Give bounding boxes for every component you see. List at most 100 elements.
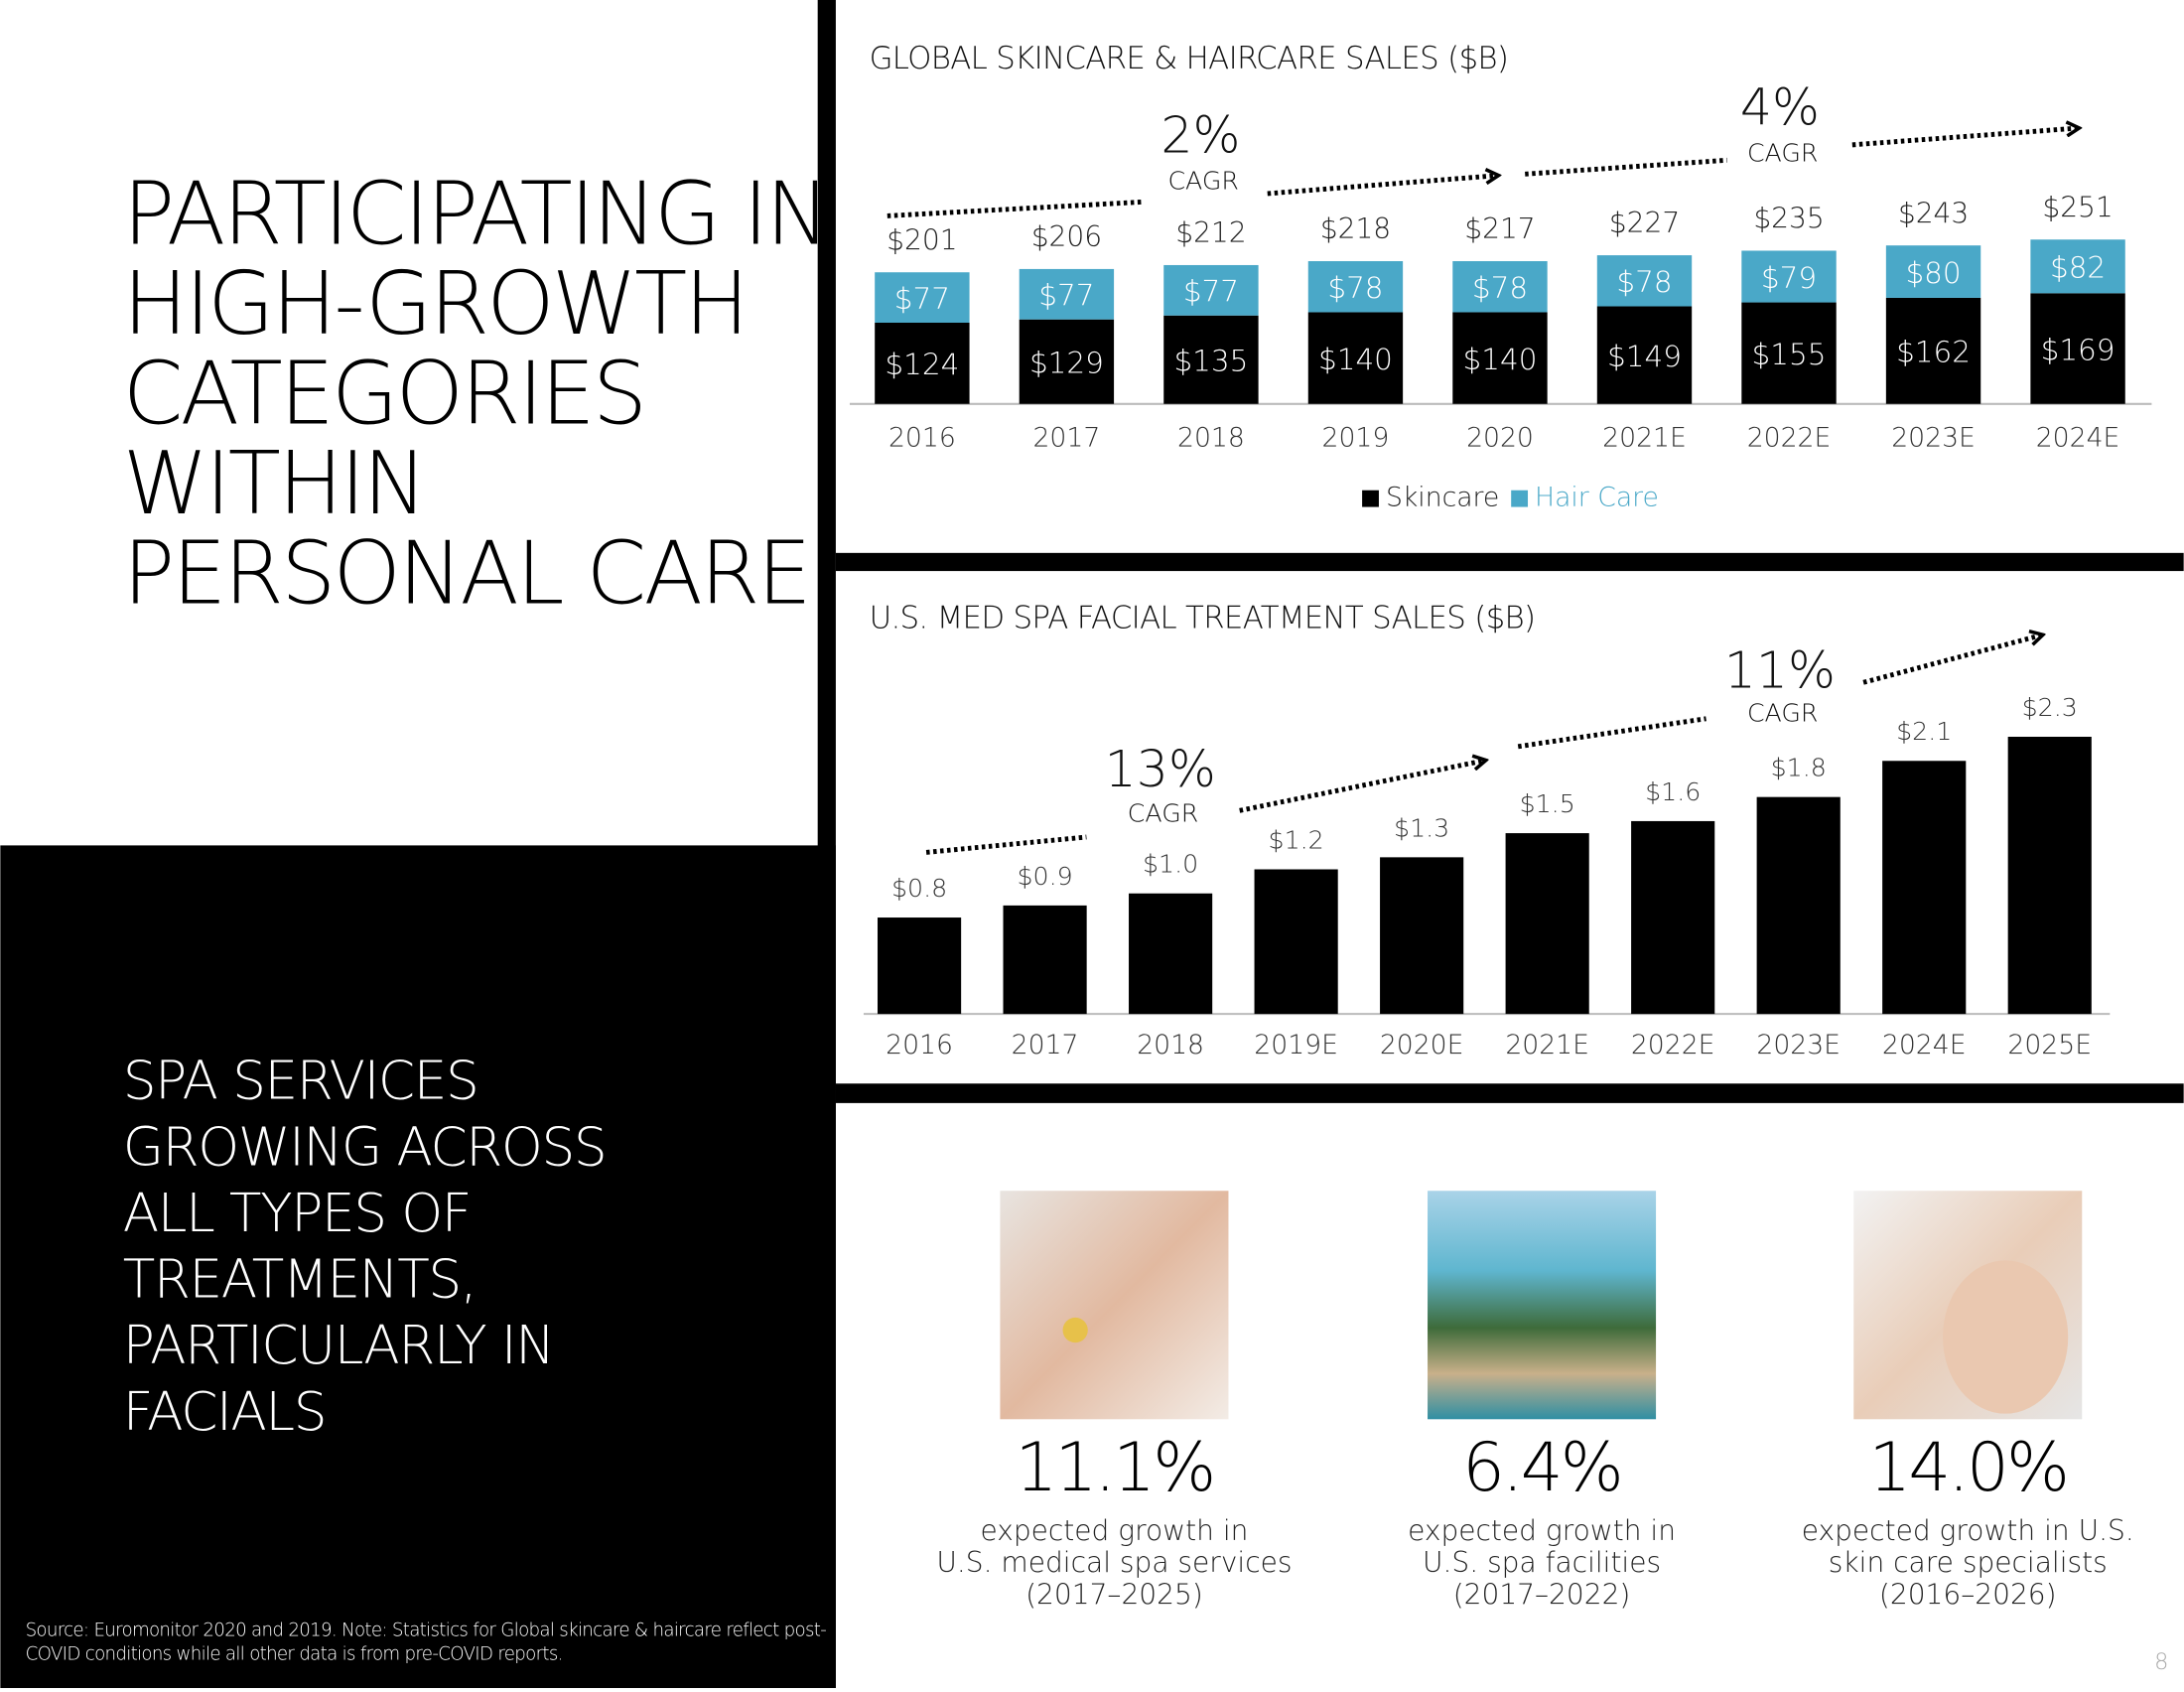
arrow — [1862, 635, 2042, 685]
annotation: CAGR — [1128, 799, 1199, 828]
bar-segment — [2030, 293, 2125, 404]
total-label: $218 — [1320, 212, 1391, 245]
bar — [1882, 761, 1967, 1015]
legend-label: Skincare — [1386, 483, 1499, 513]
bar — [1380, 857, 1464, 1015]
value-label: $1.0 — [1143, 850, 1198, 879]
bar-segment — [1452, 261, 1548, 313]
source-note: Source: Euromonitor 2020 and 2019. Note:… — [26, 1620, 827, 1640]
value-label: $129 — [1029, 347, 1104, 380]
annotation: 13% — [1105, 740, 1216, 798]
value-label: $140 — [1318, 343, 1393, 376]
total-label: $227 — [1609, 207, 1680, 239]
bar — [1003, 905, 1087, 1015]
arrow — [887, 199, 1143, 218]
stat-text: expected growth in U.S. — [1802, 1514, 2134, 1547]
value-label: $77 — [894, 282, 950, 316]
subheadline: PARTICULARLY IN — [123, 1315, 554, 1376]
value-label: $80 — [1905, 256, 1961, 290]
annotation: 2% — [1160, 106, 1240, 165]
stat-text: expected growth in — [1408, 1514, 1676, 1547]
bar-segment — [1741, 250, 1837, 303]
stat-text: U.S. spa facilities — [1423, 1546, 1661, 1579]
value-label: $135 — [1173, 345, 1248, 378]
x-tick-label: 2019 — [1322, 422, 1390, 453]
value-label: $77 — [1038, 279, 1094, 313]
total-label: $212 — [1175, 216, 1246, 249]
bar-segment — [1019, 268, 1115, 320]
x-tick-label: 2020 — [1466, 422, 1534, 453]
photo — [1000, 1191, 1229, 1420]
x-tick-label: 2018 — [1177, 422, 1245, 453]
value-label: $140 — [1463, 343, 1538, 376]
x-tick-label: 2022E — [1747, 422, 1832, 453]
bar-segment — [1885, 297, 1981, 404]
stat-figure: 11.1% — [1016, 1429, 1214, 1506]
value-label: $1.5 — [1520, 789, 1575, 818]
bar-segment — [875, 322, 970, 404]
value-label: $124 — [885, 348, 959, 381]
total-label: $235 — [1753, 203, 1824, 235]
chart-title: U.S. MED SPA FACIAL TREATMENT SALES ($B) — [870, 601, 1536, 636]
page-number: 8 — [2154, 1649, 2168, 1675]
bar-segment — [1885, 245, 1981, 298]
bar — [877, 917, 962, 1015]
legend-label: Hair Care — [1535, 483, 1659, 513]
arrow — [925, 834, 1087, 855]
stat-text: (2016–2026) — [1879, 1578, 2057, 1611]
subheadline: SPA SERVICES — [123, 1051, 478, 1112]
subheadline: TREATMENTS, — [123, 1249, 477, 1311]
value-label: $78 — [1616, 265, 1672, 299]
value-label: $155 — [1752, 338, 1827, 371]
divider — [835, 1083, 2184, 1103]
photo — [1428, 1191, 1657, 1420]
value-label: $78 — [1472, 271, 1528, 305]
bar-segment — [1307, 312, 1404, 404]
photo-detail — [1062, 1317, 1088, 1343]
value-label: $0.8 — [891, 874, 947, 903]
bar-segment — [1596, 255, 1693, 307]
legend-swatch — [1511, 490, 1529, 507]
x-tick-label: 2019E — [1254, 1030, 1338, 1060]
photo-detail — [1943, 1260, 2069, 1414]
headline: CATEGORIES — [123, 343, 644, 444]
value-label: $78 — [1327, 271, 1383, 305]
stat-figure: 6.4% — [1462, 1429, 1621, 1506]
bar — [1756, 796, 1841, 1015]
value-label: $162 — [1896, 336, 1971, 369]
headline: HIGH-GROWTH — [123, 253, 747, 354]
x-tick-label: 2016 — [886, 1030, 953, 1060]
x-tick-label: 2021E — [1602, 422, 1687, 453]
value-label: $1.2 — [1269, 825, 1324, 854]
headline: PARTICIPATING IN — [123, 163, 828, 264]
annotation: CAGR — [1747, 699, 1819, 728]
subheadline: FACIALS — [123, 1381, 326, 1443]
divider — [835, 552, 2184, 572]
annotation: CAGR — [1167, 167, 1239, 196]
stat-text: skin care specialists — [1829, 1546, 2108, 1579]
bar-segment — [1163, 264, 1259, 316]
arrow — [1851, 128, 2078, 148]
bar-segment — [1596, 306, 1693, 404]
value-label: $1.6 — [1645, 777, 1701, 806]
value-label: $0.9 — [1017, 862, 1072, 891]
value-label: $169 — [2041, 333, 2116, 366]
x-tick-label: 2017 — [1012, 1030, 1079, 1060]
bar-segment — [1307, 261, 1404, 313]
bar — [2007, 736, 2092, 1015]
x-tick-label: 2024E — [1882, 1030, 1967, 1060]
stat-figure: 14.0% — [1868, 1429, 2067, 1506]
stat-text: expected growth in — [980, 1514, 1248, 1547]
value-label: $149 — [1607, 340, 1682, 373]
headline: PERSONAL CARE — [123, 522, 809, 624]
total-label: $206 — [1031, 220, 1102, 253]
x-tick-label: 2024E — [2036, 422, 2120, 453]
legend-swatch — [1362, 490, 1379, 507]
value-label: $2.3 — [2022, 693, 2078, 722]
bar-segment — [1452, 312, 1548, 404]
bar — [1254, 869, 1338, 1015]
source-note: COVID conditions while all other data is… — [26, 1643, 563, 1664]
annotation: 4% — [1740, 78, 1820, 137]
